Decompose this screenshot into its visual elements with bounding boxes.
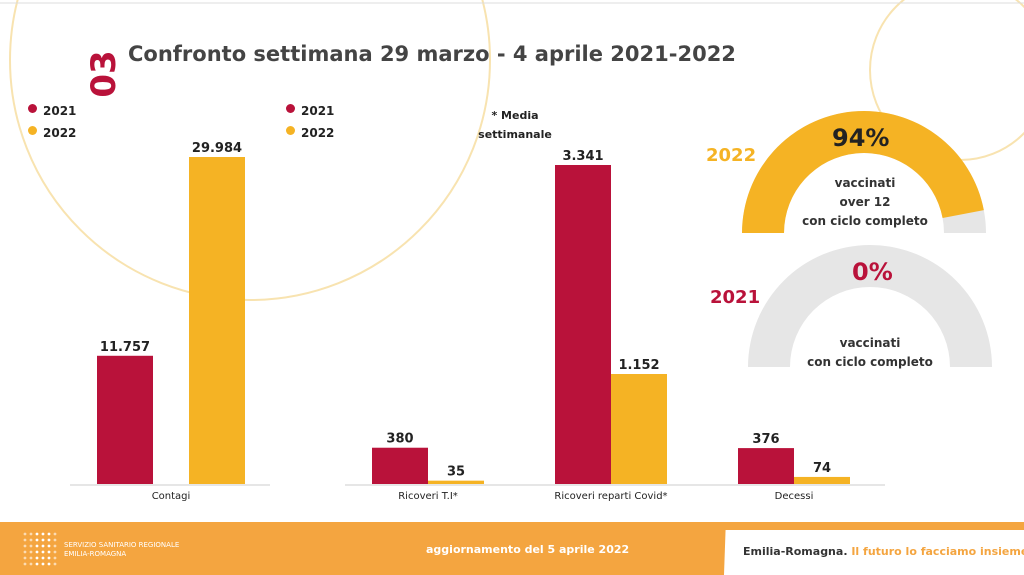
data-label: 380 bbox=[386, 432, 413, 447]
logo-dot bbox=[23, 544, 27, 548]
legend-dot-2022 bbox=[28, 125, 37, 135]
update-date: aggiornamento del 5 aprile 2022 bbox=[426, 543, 630, 556]
legend-label: 2022 bbox=[301, 126, 335, 140]
logo-dot bbox=[41, 538, 45, 542]
category-label: Ricoveri T.I* bbox=[398, 491, 458, 502]
legend-label: 2021 bbox=[301, 104, 335, 118]
logo-dot bbox=[35, 544, 39, 548]
logo-dot bbox=[53, 538, 57, 542]
logo-dot bbox=[47, 562, 51, 566]
legend-dot-2022 bbox=[286, 125, 295, 135]
logo-dot bbox=[29, 562, 33, 566]
legend-dot-2021 bbox=[286, 103, 295, 113]
logo-dot bbox=[35, 538, 39, 542]
legend-2: 2021 2022 bbox=[286, 103, 335, 140]
logo-dot bbox=[41, 544, 45, 548]
bar-2022 bbox=[611, 374, 667, 484]
gauge-2021-percent: 0% bbox=[852, 258, 893, 286]
org-line: SERVIZIO SANITARIO REGIONALE bbox=[64, 541, 180, 549]
logo-dot bbox=[29, 538, 33, 542]
logo-dot bbox=[29, 556, 33, 560]
logo-dot bbox=[47, 532, 51, 536]
data-label: 11.757 bbox=[100, 340, 150, 355]
data-label: 29.984 bbox=[192, 141, 242, 156]
org-name: SERVIZIO SANITARIO REGIONALE EMILIA-ROMA… bbox=[64, 541, 179, 559]
gauge-text-line: over 12 bbox=[839, 195, 891, 209]
logo-dot bbox=[47, 544, 51, 548]
logo-dot bbox=[53, 532, 57, 536]
data-label: 74 bbox=[813, 461, 831, 476]
data-label: 3.341 bbox=[562, 149, 603, 164]
note-line: settimanale bbox=[478, 128, 552, 141]
org-line: EMILIA-ROMAGNA bbox=[64, 550, 127, 558]
slogan-text: Il futuro lo facciamo insieme. bbox=[851, 545, 1024, 558]
gauge-2022-text: vaccinati over 12 con ciclo completo bbox=[790, 174, 940, 231]
gauge-2021-text: vaccinati con ciclo completo bbox=[795, 334, 945, 372]
bar-2021 bbox=[372, 447, 428, 484]
bar-2022 bbox=[189, 157, 245, 484]
bar-2021 bbox=[555, 165, 611, 484]
legend-dot-2021 bbox=[28, 103, 37, 113]
logo-dot bbox=[29, 550, 33, 554]
gauge-2022-percent: 94% bbox=[832, 124, 890, 152]
bar-charts: 11.757 29.984 Contagi 380 35 Ricoveri T.I* 3.3… bbox=[70, 141, 885, 502]
gauge-track bbox=[748, 245, 992, 367]
legend-1: 2021 2022 bbox=[28, 103, 77, 140]
logo-dot bbox=[23, 538, 27, 542]
bar-2021 bbox=[738, 448, 794, 484]
page-title: Confronto settimana 29 marzo - 4 aprile … bbox=[128, 42, 736, 66]
gauge-2022-year: 2022 bbox=[706, 145, 757, 166]
slogan: Emilia-Romagna. Il futuro lo facciamo in… bbox=[743, 545, 1024, 558]
logo-dot bbox=[53, 544, 57, 548]
logo-dot bbox=[23, 532, 27, 536]
logo-dot bbox=[35, 532, 39, 536]
gauge-text-line: vaccinati bbox=[839, 336, 901, 350]
gauge-fill bbox=[742, 111, 984, 233]
gauge-text-line: vaccinati bbox=[834, 176, 896, 190]
logo-dot bbox=[23, 556, 27, 560]
logo-dot bbox=[29, 544, 33, 548]
ssr-logo-icon bbox=[23, 532, 57, 566]
data-label: 35 bbox=[447, 465, 465, 480]
logo-dot bbox=[53, 556, 57, 560]
logo-dot bbox=[23, 562, 27, 566]
category-label: Decessi bbox=[775, 491, 814, 502]
logo-dot bbox=[41, 556, 45, 560]
gauge-2021-year: 2021 bbox=[710, 287, 761, 308]
brand: Emilia-Romagna. bbox=[743, 545, 848, 558]
logo-dot bbox=[41, 562, 45, 566]
gauge-text-line: con ciclo completo bbox=[807, 355, 933, 369]
logo-dot bbox=[35, 550, 39, 554]
data-label: 1.152 bbox=[618, 358, 659, 373]
legend-label: 2021 bbox=[43, 104, 77, 118]
legend-label: 2022 bbox=[43, 126, 77, 140]
logo-dot bbox=[41, 532, 45, 536]
logo-dot bbox=[29, 532, 33, 536]
logo-dot bbox=[47, 550, 51, 554]
logo-dot bbox=[23, 550, 27, 554]
logo-dot bbox=[41, 550, 45, 554]
gauges bbox=[742, 111, 992, 367]
logo-dot bbox=[47, 556, 51, 560]
logo-dot bbox=[53, 550, 57, 554]
bar-2022 bbox=[794, 476, 850, 484]
category-label: Contagi bbox=[152, 491, 191, 502]
category-label: Ricoveri reparti Covid* bbox=[554, 491, 667, 502]
logo-dot bbox=[35, 562, 39, 566]
logo-dot bbox=[53, 562, 57, 566]
bar-2022 bbox=[428, 480, 484, 484]
gauge-text-line: con ciclo completo bbox=[802, 214, 928, 228]
logo-dot bbox=[47, 538, 51, 542]
data-label: 376 bbox=[752, 432, 779, 447]
bar-2021 bbox=[97, 355, 153, 484]
note-line: * Media bbox=[491, 109, 539, 122]
note: * Media settimanale bbox=[470, 106, 560, 144]
logo-dot bbox=[35, 556, 39, 560]
